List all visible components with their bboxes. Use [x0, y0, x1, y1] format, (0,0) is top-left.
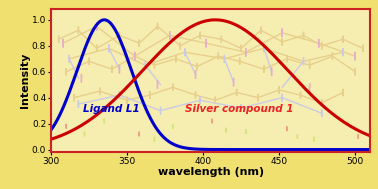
- Text: Silver compound 1: Silver compound 1: [185, 104, 294, 114]
- X-axis label: wavelength (nm): wavelength (nm): [158, 167, 264, 177]
- Text: Ligand L1: Ligand L1: [83, 104, 140, 114]
- Y-axis label: Intensity: Intensity: [20, 53, 30, 108]
